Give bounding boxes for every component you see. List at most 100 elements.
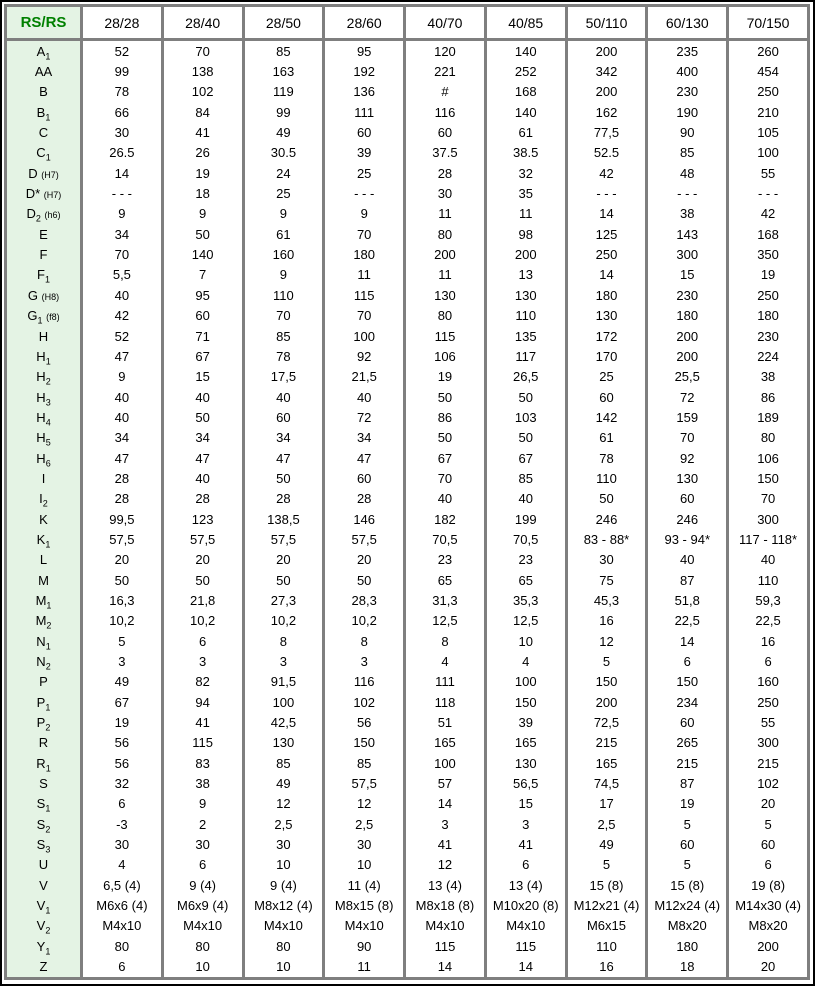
value-cell: 40 (80, 285, 163, 306)
value-cell: 190 (645, 102, 728, 123)
value-cell: 6 (726, 854, 809, 876)
value-cell: 106 (726, 447, 809, 469)
value-cell: 61 (483, 122, 567, 143)
row-label-base: I (41, 470, 46, 486)
value-cell: 40 (160, 468, 244, 489)
value-cell: M8x20 (726, 915, 809, 937)
value-cell: 83 (160, 753, 244, 774)
value-cell: 38 (645, 203, 728, 225)
value-cell: 95 (322, 39, 405, 62)
table-row: H2 9 15 17,5 21,5 19 26,5 25 25,5 38 (5, 366, 809, 387)
value-cell: 50 (322, 569, 405, 591)
row-label-base: R (38, 735, 49, 751)
value-cell: 94 (160, 692, 244, 713)
value-cell: 230 (726, 325, 809, 347)
value-cell: 4 (483, 651, 567, 672)
value-cell: 230 (645, 285, 728, 306)
value-cell: 34 (160, 427, 244, 448)
value-cell: 40 (645, 549, 728, 570)
row-label: M2 (5, 610, 82, 631)
value-cell: 5 (645, 814, 728, 835)
value-cell: 74,5 (564, 773, 647, 794)
value-cell: 31,3 (403, 590, 486, 611)
value-cell: 32 (483, 163, 567, 184)
value-cell: M4x10 (483, 915, 567, 937)
value-cell: 116 (403, 102, 486, 123)
row-label-base: R (36, 755, 46, 771)
value-cell: 86 (726, 386, 809, 408)
value-cell: 246 (564, 508, 647, 530)
value-cell: 47 (241, 447, 324, 469)
row-label-base: C (36, 145, 46, 161)
row-label-base: S (36, 816, 46, 832)
value-cell: 67 (483, 447, 567, 469)
value-cell: 6 (726, 651, 809, 672)
value-cell: M12x21 (4) (564, 895, 647, 916)
table-row: M2 10,2 10,2 10,2 10,2 12,5 12,5 16 22,5 22,5 (5, 610, 809, 631)
value-cell: 100 (483, 671, 567, 693)
value-cell: 56 (80, 753, 163, 774)
value-cell: 8 (241, 630, 324, 652)
value-cell: 11 (403, 203, 486, 225)
table-row: H1 47 67 78 92 106 117 170 200 224 (5, 346, 809, 367)
value-cell: 30 (322, 834, 405, 855)
value-cell: 115 (483, 936, 567, 957)
value-cell: 12,5 (403, 610, 486, 631)
value-cell: 115 (403, 325, 486, 347)
row-label-base: H (36, 409, 46, 425)
table-row: F 70 140 160 180 200 200 250 300 350 (5, 244, 809, 265)
value-cell: 100 (403, 753, 486, 774)
row-label-subscript: 1 (37, 315, 43, 326)
value-cell: 48 (645, 163, 728, 184)
row-label: G1 (f8) (5, 305, 82, 326)
value-cell: 10 (322, 854, 405, 876)
row-label-base: S (36, 837, 46, 853)
row-label-base: M (38, 572, 49, 588)
value-cell: 12 (564, 630, 647, 652)
value-cell: 83 - 88* (564, 529, 647, 550)
value-cell: 3 (322, 651, 405, 672)
dimensions-table: RS/RS 28/28 28/40 28/50 28/60 40/70 40/85 50/1… (4, 4, 810, 980)
value-cell: 6 (80, 956, 163, 979)
value-cell: 92 (645, 447, 728, 469)
value-cell: 34 (80, 427, 163, 448)
value-cell: 38.5 (483, 142, 567, 164)
value-cell: 70 (645, 427, 728, 448)
value-cell: 35,3 (483, 590, 567, 611)
value-cell: 200 (645, 346, 728, 367)
column-header: 70/150 (726, 5, 809, 41)
value-cell: 10,2 (160, 610, 244, 631)
value-cell: M8x15 (8) (322, 895, 405, 916)
value-cell: 300 (726, 732, 809, 754)
row-label-base: I (39, 491, 43, 507)
row-label-subscript: 1 (45, 905, 51, 916)
value-cell: 52 (80, 325, 163, 347)
value-cell: 49 (564, 834, 647, 855)
value-cell: M4x10 (241, 915, 324, 937)
value-cell: 130 (241, 732, 324, 754)
value-cell: 90 (322, 936, 405, 957)
table-row: H4 40 50 60 72 86 103 142 159 189 (5, 407, 809, 428)
row-label: M1 (5, 590, 82, 611)
value-cell: 22,5 (726, 610, 809, 631)
value-cell: M6x15 (564, 915, 647, 937)
row-label: R1 (5, 753, 82, 774)
value-cell: 56,5 (483, 773, 567, 794)
value-cell: 12 (322, 793, 405, 815)
row-label-base: N (36, 654, 46, 669)
value-cell: 32 (80, 773, 163, 794)
value-cell: 40 (80, 386, 163, 408)
value-cell: 80 (726, 427, 809, 448)
value-cell: 50 (241, 569, 324, 591)
row-label-base: H (36, 348, 46, 364)
row-label-subscript: 3 (45, 397, 51, 408)
value-cell: 14 (564, 264, 647, 286)
value-cell: 115 (160, 732, 244, 754)
value-cell: 160 (726, 671, 809, 693)
row-label-base: F (39, 247, 48, 263)
value-cell: 165 (564, 753, 647, 774)
value-cell: 67 (160, 346, 244, 367)
value-cell: 50 (483, 386, 567, 408)
value-cell: 77,5 (564, 122, 647, 143)
value-cell: 260 (726, 39, 809, 62)
